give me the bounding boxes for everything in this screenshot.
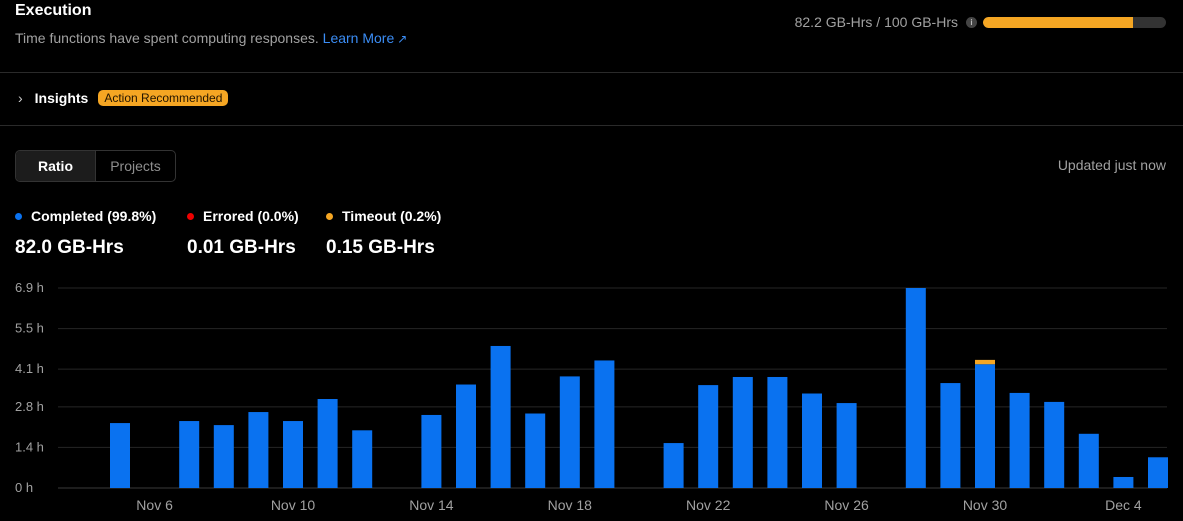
legend-timeout-label: Timeout (0.2%) [342,208,442,224]
x-tick-label: Nov 14 [409,497,454,513]
y-tick-label: 1.4 h [15,439,44,454]
learn-more-link[interactable]: Learn More ↗ [323,30,408,46]
tab-ratio[interactable]: Ratio [16,151,96,181]
legend-errored-label: Errored (0.0%) [203,208,299,224]
execution-header: Execution Time functions have spent comp… [15,2,407,46]
insights-label: Insights [34,90,89,106]
chevron-right-icon: › [18,90,23,106]
bar-completed [1113,476,1134,488]
bar-completed [594,360,615,488]
usage-bar-fill [983,16,1134,28]
info-icon[interactable]: i [966,16,977,28]
divider [0,125,1183,126]
legend-completed-label: Completed (99.8%) [31,208,157,224]
errored-dot [187,212,194,220]
bar-completed [767,376,788,488]
bar-completed [905,288,926,488]
bar-completed [525,413,546,488]
legend-completed-value: 82.0 GB-Hrs [15,237,124,258]
page-subtitle: Time functions have spent computing resp… [15,30,407,46]
bar-completed [1078,433,1099,488]
bar-completed [559,376,580,488]
bar-completed [352,430,373,488]
bar-completed [940,383,961,488]
usage-meter: 82.2 GB-Hrs / 100 GB-Hrs i [795,14,1166,30]
bar-completed [836,403,857,488]
legend-errored: Errored (0.0%) 0.01 GB-Hrs [187,208,299,259]
page-title: Execution [15,2,92,19]
bar-completed [1148,457,1168,488]
y-tick-label: 2.8 h [15,399,44,414]
bar-completed [179,421,200,488]
x-tick-label: Dec 4 [1105,497,1142,513]
legend-timeout: Timeout (0.2%) 0.15 GB-Hrs [326,208,441,259]
bar-completed [1044,401,1065,488]
legend-timeout-value: 0.15 GB-Hrs [326,237,435,258]
bar-completed [283,421,303,488]
tab-projects[interactable]: Projects [110,158,161,174]
view-toggle: Ratio Projects [15,150,176,182]
bar-timeout [975,359,995,365]
x-tick-label: Nov 6 [136,497,173,513]
x-tick-label: Nov 18 [548,497,593,513]
divider [0,72,1183,73]
bar-completed [248,412,269,488]
y-tick-label: 4.1 h [15,361,44,376]
external-link-icon: ↗ [397,32,408,46]
bar-completed [213,425,234,488]
bar-completed [975,364,995,488]
legend-completed: Completed (99.8%) 82.0 GB-Hrs [15,208,156,259]
insights-row[interactable]: › Insights Action Recommended [18,90,229,106]
usage-bar [983,16,1166,28]
x-tick-label: Nov 26 [824,497,869,513]
y-tick-label: 0 h [15,480,33,495]
subtitle-text: Time functions have spent computing resp… [15,30,319,46]
bar-completed [802,393,822,488]
action-recommended-badge: Action Recommended [98,90,229,106]
y-tick-label: 6.9 h [15,280,44,295]
bar-completed [663,443,684,488]
x-tick-label: Nov 30 [963,497,1008,513]
bar-completed [110,423,130,488]
timeout-dot [326,212,333,220]
bar-completed [456,384,476,488]
usage-text: 82.2 GB-Hrs / 100 GB-Hrs [794,14,958,30]
bar-completed [1009,392,1030,488]
y-tick-label: 5.5 h [15,321,44,336]
x-tick-label: Nov 22 [686,497,731,513]
bar-completed [490,345,511,488]
bar-completed [698,385,719,488]
bar-completed [317,399,338,488]
learn-more-label: Learn More [322,30,395,46]
bar-completed [421,414,442,488]
completed-dot [15,212,22,220]
updated-status: Updated just now [1057,157,1166,173]
bar-completed [732,376,753,488]
legend-errored-value: 0.01 GB-Hrs [187,237,296,258]
x-tick-label: Nov 10 [271,497,316,513]
